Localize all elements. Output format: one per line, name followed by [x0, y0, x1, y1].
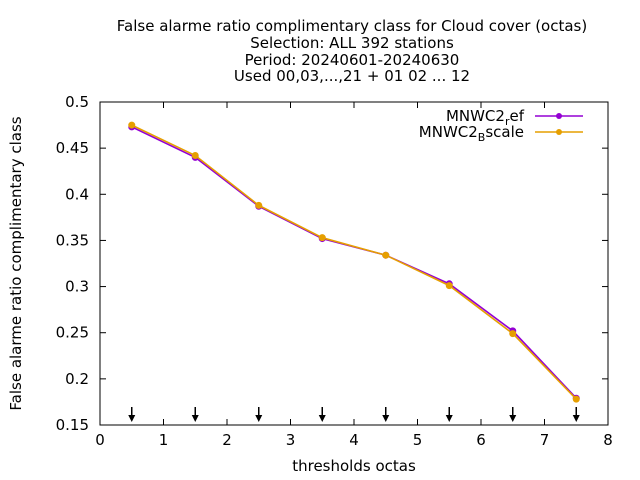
y-tick-label: 0.25 — [56, 324, 89, 342]
chart-title: False alarme ratio complimentary class f… — [117, 17, 587, 85]
x-axis-label: thresholds octas — [292, 457, 416, 475]
data-point — [318, 234, 326, 242]
plot-frame — [99, 101, 609, 426]
data-point — [128, 121, 136, 129]
legend-label-main: MNWC2 — [419, 123, 478, 141]
x-tick-label: 7 — [540, 431, 550, 449]
data-point — [509, 330, 517, 338]
legend-label-main: MNWC2 — [446, 107, 505, 125]
arrow-down-icon — [128, 407, 136, 422]
x-tick-label: 3 — [286, 431, 296, 449]
y-axis-label: False alarme ratio complimentary class — [7, 116, 25, 410]
x-axis-ticks: 0 1 2 3 4 5 6 7 8 — [95, 102, 613, 449]
y-tick-label: 0.15 — [56, 416, 89, 434]
arrow-down-icon — [318, 407, 326, 422]
x-tick-label: 4 — [349, 431, 359, 449]
arrow-down-icon — [255, 407, 263, 422]
x-tick-label: 5 — [413, 431, 423, 449]
title-line: Selection: ALL 392 stations — [250, 34, 454, 52]
series-line — [131, 124, 577, 400]
x-tick-label: 1 — [159, 431, 169, 449]
legend-label-tail: ef — [509, 107, 524, 125]
x-tick-label: 0 — [95, 431, 105, 449]
legend-swatch-point — [556, 129, 562, 135]
legend-label: MNWC2ref — [446, 107, 525, 128]
data-point — [255, 201, 263, 209]
arrow-down-icon — [572, 407, 580, 422]
y-tick-label: 0.35 — [56, 231, 89, 249]
y-tick-label: 0.2 — [65, 370, 89, 388]
legend-item: MNWC2Bscale — [419, 123, 583, 144]
series-group — [128, 121, 580, 403]
data-point — [572, 395, 580, 403]
arrow-down-icon — [382, 407, 390, 422]
legend-item: MNWC2ref — [446, 107, 583, 128]
legend-label-tail: scale — [485, 123, 524, 141]
title-line: False alarme ratio complimentary class f… — [117, 17, 587, 35]
y-axis-ticks: 0.15 0.2 0.25 0.3 0.35 0.4 0.45 0.5 — [56, 93, 608, 434]
y-tick-label: 0.4 — [65, 185, 89, 203]
title-line: Used 00,03,...,21 + 01 02 ... 12 — [234, 67, 470, 85]
data-point — [191, 152, 199, 160]
x-tick-label: 6 — [476, 431, 486, 449]
arrow-down-icon — [509, 407, 517, 422]
legend-swatch-point — [556, 113, 562, 119]
series-line — [131, 126, 577, 399]
threshold-arrows — [128, 407, 580, 422]
arrow-down-icon — [445, 407, 453, 422]
title-line: Period: 20240601-20240630 — [245, 51, 460, 69]
legend-label-sub: B — [478, 131, 486, 144]
y-tick-label: 0.45 — [56, 139, 89, 157]
legend-label: MNWC2Bscale — [419, 123, 524, 144]
arrow-down-icon — [191, 407, 199, 422]
legend-label-sub: r — [505, 115, 510, 128]
data-point — [445, 282, 453, 290]
x-tick-label: 8 — [603, 431, 613, 449]
x-tick-label: 2 — [222, 431, 232, 449]
y-tick-label: 0.5 — [65, 93, 89, 111]
data-point — [382, 251, 390, 259]
y-tick-label: 0.3 — [65, 278, 89, 296]
